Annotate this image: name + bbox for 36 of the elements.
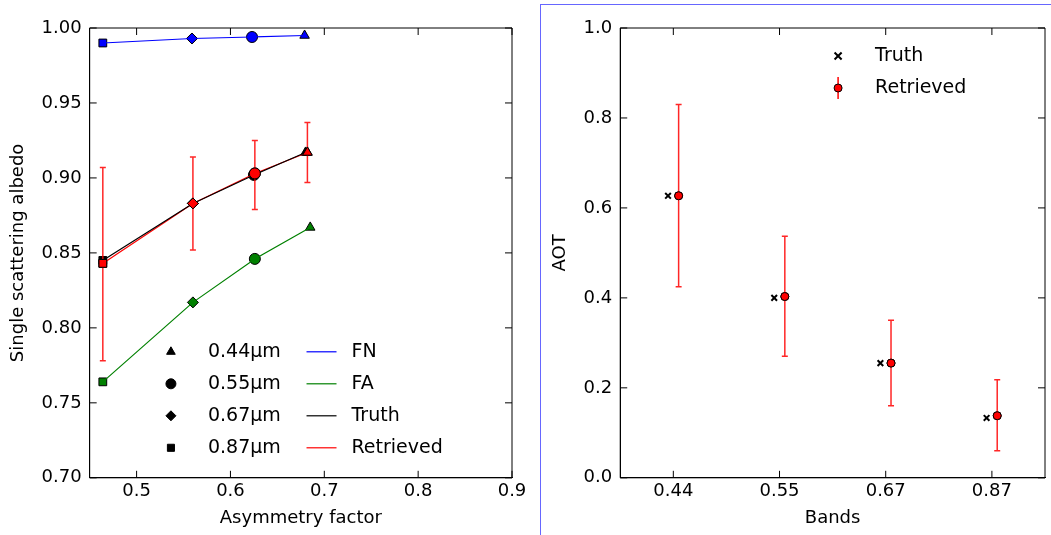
x-tick-label: 0.8 [403,479,433,501]
x-tick-label: 0.55 [759,479,800,501]
y-axis-title: AOT [548,233,570,272]
y-tick-label: 1.0 [583,15,613,37]
x-tick-label: 0.5 [122,479,151,501]
y-tick-label: 0.6 [583,195,613,217]
y-tick-label: 0.8 [583,105,613,127]
y-tick-label: 0.80 [41,315,82,337]
x-axis-title: Asymmetry factor [219,505,383,527]
x-tick-label: 0.7 [309,479,339,501]
y-axis-title: Single scattering albedo [6,143,28,363]
y-tick-label: 0.90 [41,165,82,187]
legend-label: Retrieved [351,434,443,457]
legend-label: Retrieved [875,74,967,97]
y-tick-label: 0.2 [583,375,613,397]
y-tick-label: 1.00 [41,15,82,37]
legend-label: 0.87μm [207,434,281,457]
y-tick-label: 0.85 [41,240,82,262]
legend-label: 0.55μm [207,370,281,393]
x-tick-label: 0.44 [653,479,694,501]
y-tick-label: 0.0 [583,465,613,487]
legend-label: Truth [350,402,400,425]
x-tick-label: 0.6 [216,479,245,501]
legend-label: Truth [874,42,924,65]
legend-label: 0.67μm [207,402,281,425]
x-tick-label: 0.9 [497,479,527,501]
y-tick-label: 0.95 [41,90,82,112]
x-tick-label: 0.87 [971,479,1012,501]
legend-label: FN [351,338,377,361]
y-tick-label: 0.75 [41,390,82,412]
legend-label: FA [351,370,374,393]
y-tick-label: 0.4 [583,285,613,307]
y-tick-label: 0.70 [41,465,82,487]
legend-label: 0.44μm [207,338,281,361]
x-tick-label: 0.67 [865,479,906,501]
x-axis-title: Bands [804,505,861,527]
